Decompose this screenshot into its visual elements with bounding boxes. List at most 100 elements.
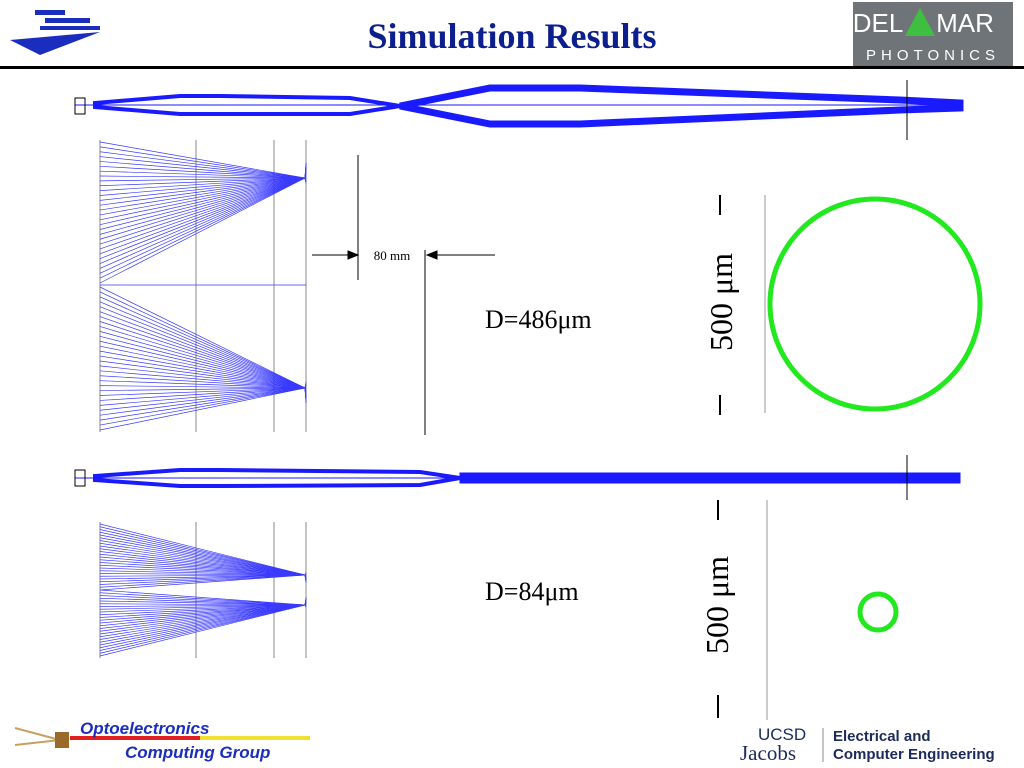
ray (99, 326, 306, 389)
ray (99, 604, 306, 613)
ray (99, 604, 306, 657)
ray (99, 177, 306, 225)
beam (93, 94, 401, 116)
ray (99, 553, 306, 576)
ray (99, 370, 306, 389)
ray (99, 177, 306, 191)
ray (99, 387, 306, 391)
ray (99, 375, 306, 389)
arrow-head (425, 250, 438, 260)
ray (99, 177, 306, 264)
ray (99, 603, 306, 606)
ray (99, 548, 306, 576)
logo-shape (10, 32, 100, 55)
department: Computer Engineering (833, 746, 995, 763)
ray (99, 559, 306, 576)
group-name: Computing Group (125, 743, 270, 762)
ray (99, 311, 306, 389)
ray (99, 529, 306, 576)
ray (99, 365, 306, 389)
ray (99, 600, 306, 606)
ray (99, 604, 306, 618)
logo-stripe (35, 10, 65, 15)
ray (99, 141, 306, 179)
ray (99, 301, 306, 389)
ray (99, 589, 306, 606)
ray (99, 387, 306, 426)
ray (99, 316, 306, 389)
header-rule (0, 66, 1024, 69)
ray (99, 604, 306, 646)
ray (99, 387, 306, 406)
ray (99, 331, 306, 389)
ray (304, 597, 307, 606)
ray (99, 345, 306, 389)
optical-layout (74, 80, 964, 140)
fiber (14, 739, 61, 746)
rule-yellow (200, 736, 310, 740)
ray (99, 604, 306, 643)
ray (99, 306, 306, 389)
ray (99, 175, 306, 179)
ray (99, 574, 306, 591)
ray (99, 526, 306, 576)
ray (99, 387, 306, 416)
source (74, 97, 86, 115)
ray (99, 296, 306, 389)
ray (99, 531, 306, 576)
ray (99, 574, 306, 583)
ray (99, 574, 306, 580)
ray (99, 177, 306, 284)
ray (99, 387, 306, 411)
ray (99, 604, 306, 654)
ray (99, 177, 306, 211)
ray (99, 551, 306, 576)
logo-text: PHOTONICS (866, 47, 1000, 64)
ray (99, 604, 306, 624)
beam (459, 472, 961, 484)
ray (99, 387, 306, 396)
ray (99, 170, 306, 179)
left-logo (10, 10, 100, 55)
group-logo (14, 727, 310, 748)
ray (99, 161, 306, 179)
ray (99, 574, 306, 585)
logo-text: DEL (853, 8, 904, 38)
diameter-label: D=486μm (485, 305, 592, 334)
ray (99, 604, 306, 610)
ray (99, 156, 306, 179)
ray (99, 340, 306, 389)
ray (99, 604, 306, 627)
school-name: Jacobs (740, 741, 796, 765)
rule-red (70, 736, 200, 740)
ray (99, 604, 306, 632)
ray (99, 574, 306, 577)
ray (99, 350, 306, 389)
logo-stripe (45, 18, 90, 23)
ray (99, 604, 306, 649)
ray (99, 177, 306, 250)
ray (99, 604, 306, 629)
ray (99, 177, 306, 230)
ray (99, 177, 306, 235)
group-name: Optoelectronics (80, 719, 209, 738)
ray (99, 165, 306, 179)
slide-title: Simulation Results (367, 16, 656, 56)
ray (99, 177, 306, 269)
ray (99, 177, 306, 206)
ray-fans (99, 140, 307, 432)
ray (99, 604, 306, 616)
delmar-logo: DEL MAR PHOTONICS (853, 2, 1013, 66)
arrow-head (347, 250, 360, 260)
ray (99, 604, 306, 651)
ray-fans (99, 522, 307, 658)
optical-layout (74, 455, 961, 500)
ray (99, 387, 306, 421)
ray (99, 177, 306, 245)
source (74, 469, 86, 487)
ray (99, 177, 306, 216)
device (55, 732, 69, 748)
dimension (312, 155, 495, 435)
university-name: UCSD (758, 725, 806, 744)
ray (99, 574, 306, 588)
